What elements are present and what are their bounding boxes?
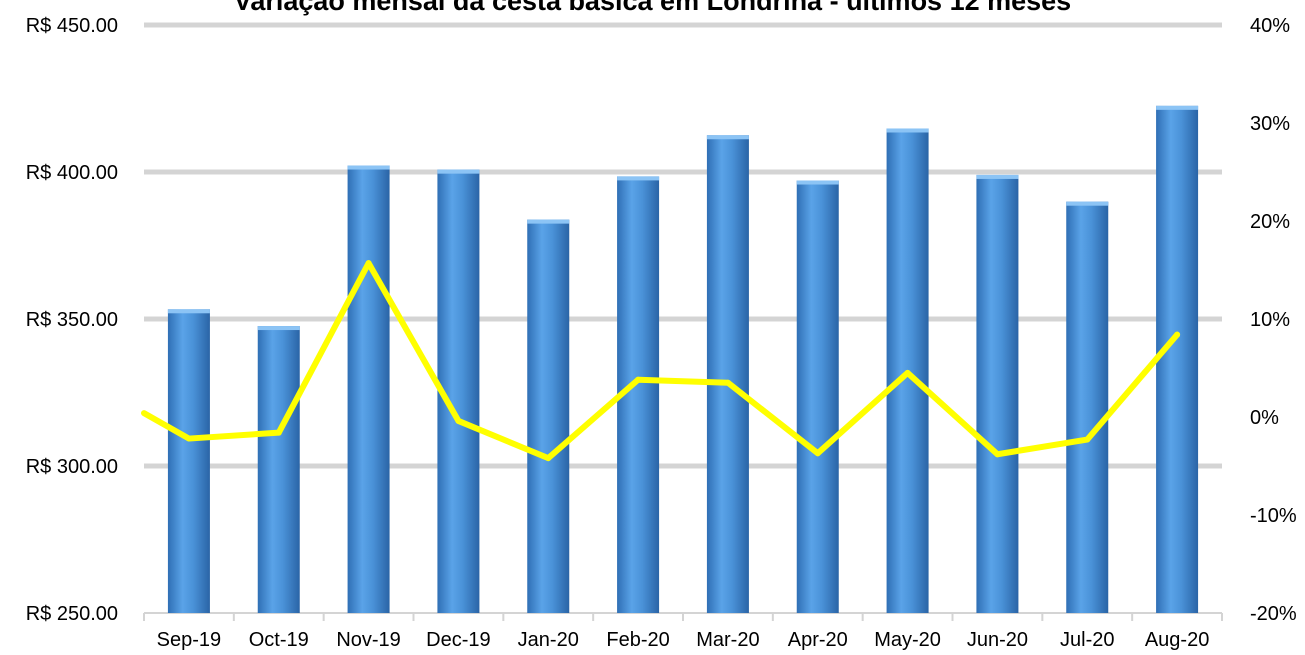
bar-top-highlight xyxy=(706,135,749,140)
x-tick-label: Aug-20 xyxy=(1145,629,1210,651)
x-tick-label: Apr-20 xyxy=(788,629,848,651)
left-tick-label: R$ 450.00 xyxy=(26,15,118,37)
bar-top-highlight xyxy=(886,128,929,133)
right-tick-label: 10% xyxy=(1250,309,1290,331)
bar-top-highlight xyxy=(796,180,839,185)
x-tick-label: Sep-19 xyxy=(157,629,222,651)
left-tick-label: R$ 400.00 xyxy=(26,162,118,184)
right-tick-label: 40% xyxy=(1250,15,1290,37)
x-axis: Sep-19 Oct-19 Nov-19 Dec-19 Jan-20 Feb-20 Mar-… xyxy=(143,613,1223,651)
line-point xyxy=(455,417,462,424)
bar xyxy=(527,219,570,614)
line-point xyxy=(635,376,642,383)
bar-top-highlight xyxy=(527,219,570,224)
bar xyxy=(257,326,300,613)
bar xyxy=(706,135,749,613)
bar xyxy=(167,309,210,613)
left-tick-label: R$ 350.00 xyxy=(26,309,118,331)
line-point xyxy=(814,450,821,457)
right-tick-label: 0% xyxy=(1250,407,1279,429)
right-tick-label: 30% xyxy=(1250,113,1290,135)
line-point xyxy=(365,260,372,267)
x-tick-label: Dec-19 xyxy=(426,629,490,651)
x-tick-label: May-20 xyxy=(874,629,941,651)
x-tick-label: Feb-20 xyxy=(606,629,669,651)
bar xyxy=(347,165,390,614)
bar-top-highlight xyxy=(1156,105,1199,110)
left-tick-label: R$ 300.00 xyxy=(26,456,118,478)
x-tick-label: Nov-19 xyxy=(336,629,400,651)
line-point xyxy=(1174,331,1181,338)
line-point xyxy=(724,379,731,386)
bar-series xyxy=(167,105,1199,614)
x-tick-label: Jan-20 xyxy=(518,629,579,651)
right-tick-label: -10% xyxy=(1250,505,1297,527)
left-axis: R$ 450.00 R$ 400.00 R$ 350.00 R$ 300.00 R$ 2… xyxy=(26,15,118,625)
gridlines xyxy=(144,22,1222,614)
bar-top-highlight xyxy=(347,165,390,170)
bar-top-highlight xyxy=(617,176,660,181)
right-axis: 40% 30% 20% 10% 0% -10% -20% xyxy=(1250,15,1297,625)
bar-top-highlight xyxy=(976,174,1019,179)
right-tick-label: 20% xyxy=(1250,211,1290,233)
bar-top-highlight xyxy=(437,169,480,174)
x-tick-label: Jun-20 xyxy=(967,629,1028,651)
x-tick-label: Oct-19 xyxy=(249,629,309,651)
x-tick-label: Mar-20 xyxy=(696,629,759,651)
line-point xyxy=(994,451,1001,458)
bar-top-highlight xyxy=(257,326,300,331)
line-point xyxy=(275,429,282,436)
line-point xyxy=(545,455,552,462)
line-series xyxy=(141,260,1181,462)
bar xyxy=(796,180,839,613)
line-point xyxy=(1084,436,1091,443)
bar-top-highlight xyxy=(1066,201,1109,206)
line-point xyxy=(904,369,911,376)
line-point xyxy=(185,435,192,442)
bar-top-highlight xyxy=(167,309,210,314)
left-tick-label: R$ 250.00 xyxy=(26,603,118,625)
bar xyxy=(1066,201,1109,613)
x-tick-label: Jul-20 xyxy=(1060,629,1114,651)
right-tick-label: -20% xyxy=(1250,603,1297,625)
bar xyxy=(976,174,1019,613)
bar xyxy=(1156,105,1199,613)
chart-title: Variação mensal da cesta básica em Londr… xyxy=(233,0,1072,16)
